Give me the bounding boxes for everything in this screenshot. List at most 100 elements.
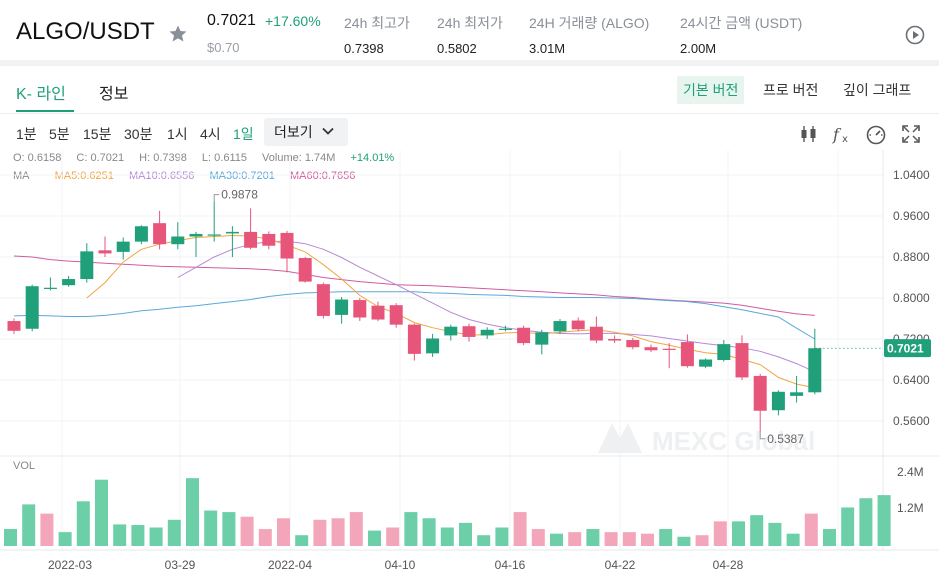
chart-tab-bar: K- 라인 정보 기본 버전 프로 버전 깊이 그래프	[0, 66, 939, 114]
tab-kline[interactable]: K- 라인	[16, 86, 66, 103]
volume-bar	[804, 513, 818, 546]
stat-value-low: 0.5802	[437, 41, 477, 56]
stat-value-high: 0.7398	[344, 41, 384, 56]
candle-body	[480, 329, 494, 336]
volume-bar	[659, 529, 673, 546]
legend-close: C: 0.7021	[76, 152, 125, 164]
legend-ma10: MA10:0.6556	[128, 170, 195, 182]
current-price-tag	[884, 339, 931, 358]
moving-average-lines	[13, 234, 816, 389]
tab-info[interactable]: 정보	[99, 86, 129, 103]
candle-body	[262, 233, 276, 246]
volume-bar	[823, 529, 836, 546]
legend-open: O: 0.6158	[13, 152, 62, 164]
stat-value-amount: 2.00M	[680, 41, 717, 56]
x-tick-label: 03-29	[165, 558, 196, 572]
candle-body	[80, 251, 94, 280]
volume-bar	[786, 533, 800, 546]
stat-value-volume: 3.01M	[529, 41, 566, 56]
price-axis: 1.04000.96000.88000.80000.72000.64000.56…	[814, 168, 931, 515]
candle-body	[134, 226, 148, 242]
volume-bar	[877, 495, 891, 546]
stat-label-amount: 24시간 금액 (USDT)	[680, 15, 803, 31]
volume-bar	[732, 521, 745, 546]
more-timeframes-button[interactable]: 더보기	[264, 118, 348, 146]
last-price: 0.7021	[207, 12, 256, 29]
stat-label-low: 24h 최저가	[437, 15, 503, 31]
volume-bar	[750, 515, 764, 546]
price-change: +17.60%	[265, 13, 321, 29]
candle-body	[608, 339, 622, 341]
vol-tick-label: 1.2M	[897, 501, 924, 515]
indicator-fx-icon[interactable]: f x	[831, 123, 853, 145]
depth-chart-button[interactable]: 깊이 그래프	[843, 82, 912, 98]
vol-legend-label: VOL	[13, 460, 36, 472]
price-usd: $0.70	[207, 40, 240, 55]
candle-type-icon[interactable]	[798, 123, 820, 145]
volume-bar	[586, 529, 600, 546]
volume-bar	[204, 510, 218, 546]
chevron-down-icon	[322, 127, 334, 135]
volume-bar	[331, 518, 345, 546]
candlestick-series	[7, 201, 822, 432]
settings-gauge-icon[interactable]	[865, 123, 887, 145]
ma-legend: MA MA5:0.6251 MA10:0.6556 MA30:0.7201 MA…	[13, 170, 367, 182]
watermark-text: MEXC Global	[652, 426, 815, 456]
basic-version-button[interactable]: 기본 버전	[677, 76, 745, 104]
volume-bar	[550, 533, 563, 546]
favorite-star-icon[interactable]	[168, 24, 188, 44]
candle-body	[371, 305, 385, 320]
timeframe-4h[interactable]: 4시	[200, 126, 221, 142]
y-tick-label: 0.6400	[893, 373, 930, 387]
vol-tick-label: 2.4M	[897, 465, 924, 479]
x-tick-label: 04-10	[385, 558, 416, 572]
timeframe-15m[interactable]: 15분	[83, 126, 112, 142]
candle-body	[280, 232, 294, 259]
x-tick-label: 04-28	[713, 558, 744, 572]
timeframe-5m[interactable]: 5분	[49, 126, 70, 142]
candle-body	[116, 241, 130, 252]
volume-bar	[386, 527, 400, 546]
legend-low: L: 0.6115	[201, 152, 247, 164]
candle-body	[335, 299, 349, 315]
legend-high: H: 0.7398	[139, 152, 187, 164]
volume-bar	[713, 521, 727, 546]
x-tick-label: 2022-04	[268, 558, 312, 572]
timeframe-30m[interactable]: 30분	[124, 126, 153, 142]
candle-body	[43, 287, 57, 289]
volume-bar	[295, 535, 309, 546]
candle-body	[189, 233, 203, 237]
volume-bar	[568, 532, 582, 546]
volume-bar	[131, 525, 145, 546]
candle-body	[680, 342, 694, 367]
play-icon[interactable]	[905, 25, 925, 45]
y-tick-label: 0.8800	[893, 250, 930, 264]
volume-bar	[113, 524, 127, 546]
exchange-watermark: MEXC Global	[598, 423, 815, 456]
kline-chart[interactable]: MEXC Global 1.04000.96000.88000.80000.72…	[0, 150, 939, 584]
market-header: ALGO/USDT 0.7021 +17.60% $0.70 24h 최고가 0…	[0, 0, 939, 66]
max-marker	[213, 194, 220, 202]
timeframe-1m[interactable]: 1분	[16, 126, 37, 142]
candle-body	[353, 300, 367, 318]
timeframe-1h[interactable]: 1시	[167, 126, 188, 142]
legend-ma30: MA30:0.7201	[209, 170, 275, 182]
volume-bar	[58, 532, 72, 546]
candle-body	[553, 321, 567, 332]
volume-bar	[258, 529, 272, 546]
volume-bar	[40, 513, 54, 546]
volume-bar	[22, 504, 36, 546]
y-tick-label: 0.5600	[893, 414, 930, 428]
candle-body	[316, 284, 330, 316]
volume-bar	[513, 512, 527, 546]
volume-bar	[622, 532, 636, 546]
candle-body	[25, 286, 39, 329]
timeframe-1d[interactable]: 1일	[233, 126, 254, 142]
fullscreen-icon[interactable]	[900, 123, 922, 145]
candle-body	[735, 343, 749, 378]
pro-version-button[interactable]: 프로 버전	[763, 82, 819, 98]
candle-body	[444, 326, 458, 336]
volume-bar	[76, 501, 90, 546]
legend-ma5: MA5:0.6251	[54, 170, 114, 182]
legend-pct: +14.01%	[350, 152, 395, 164]
